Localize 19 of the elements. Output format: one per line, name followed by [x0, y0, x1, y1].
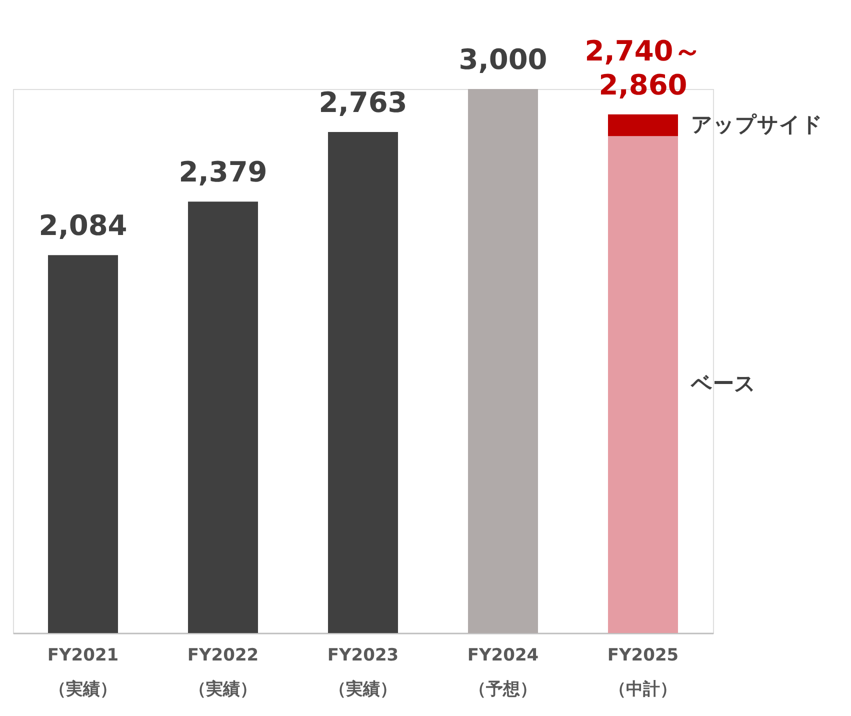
- data-label: 2,763: [318, 86, 408, 119]
- x-tick-label: FY2023 （実績）: [327, 646, 399, 700]
- x-tick-label: FY2022 （実績）: [187, 646, 259, 700]
- data-label: 2,379: [178, 156, 268, 189]
- bar: [468, 89, 538, 633]
- data-label: 2,084: [38, 209, 128, 242]
- data-label: 3,000: [458, 43, 548, 76]
- bar: [48, 255, 118, 633]
- bar: [188, 202, 258, 633]
- bar: [608, 114, 678, 136]
- series-label: アップサイド: [691, 112, 823, 136]
- total-label: 2,860: [598, 68, 688, 102]
- series-label: ベース: [690, 372, 756, 396]
- data-label: 2,740～: [584, 34, 702, 68]
- x-tick-label: FY2021 （実績）: [47, 646, 119, 700]
- bar: [328, 132, 398, 633]
- x-tick-label: FY2024 （予想）: [467, 646, 539, 700]
- x-tick-label: FY2025 （中計）: [607, 646, 679, 700]
- bar: [608, 136, 678, 633]
